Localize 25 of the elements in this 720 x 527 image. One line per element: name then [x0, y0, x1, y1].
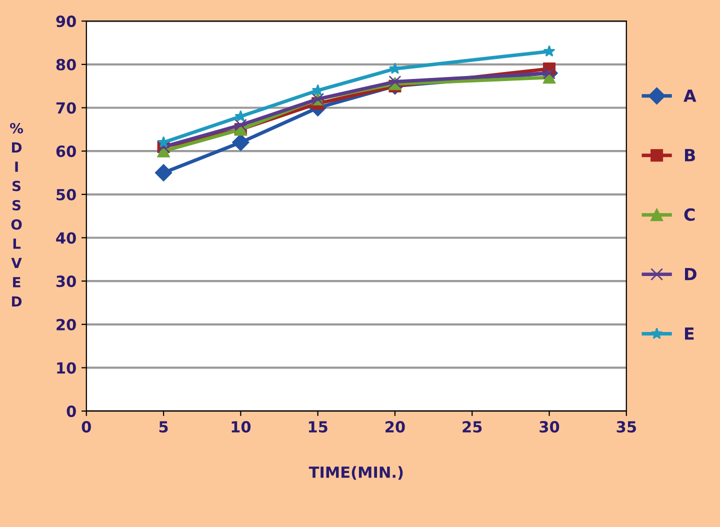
y-tick-label: 70: [56, 102, 76, 114]
x-tick-label: 35: [616, 421, 636, 433]
y-tick-label: 10: [57, 362, 76, 374]
legend-label: D: [685, 268, 696, 280]
x-tick-label: 5: [159, 421, 168, 433]
y-tick-label: 20: [56, 318, 76, 330]
x-tick-label: 25: [462, 421, 482, 433]
legend-label: E: [685, 327, 694, 340]
x-tick-label: 20: [386, 421, 405, 433]
y-tick-label: 40: [56, 232, 76, 244]
y-tick-label: 90: [56, 16, 76, 28]
y-tick-label: 60: [56, 146, 76, 158]
x-tick-label: 15: [308, 421, 328, 433]
y-tick-label: 0: [66, 406, 76, 418]
legend-label: C: [684, 208, 695, 221]
x-axis-title: TIME(MIN.): [308, 466, 403, 480]
y-tick-label: 50: [56, 188, 76, 200]
legend-label: A: [684, 90, 696, 102]
x-tick-label: 0: [82, 421, 91, 433]
x-tick-label: 30: [540, 421, 560, 433]
y-tick-label: 30: [56, 276, 76, 288]
x-tick-label: 10: [232, 421, 251, 433]
legend-label: B: [685, 149, 695, 162]
text: % DISSOLVED: [10, 122, 24, 307]
y-tick-label: 80: [56, 58, 76, 70]
